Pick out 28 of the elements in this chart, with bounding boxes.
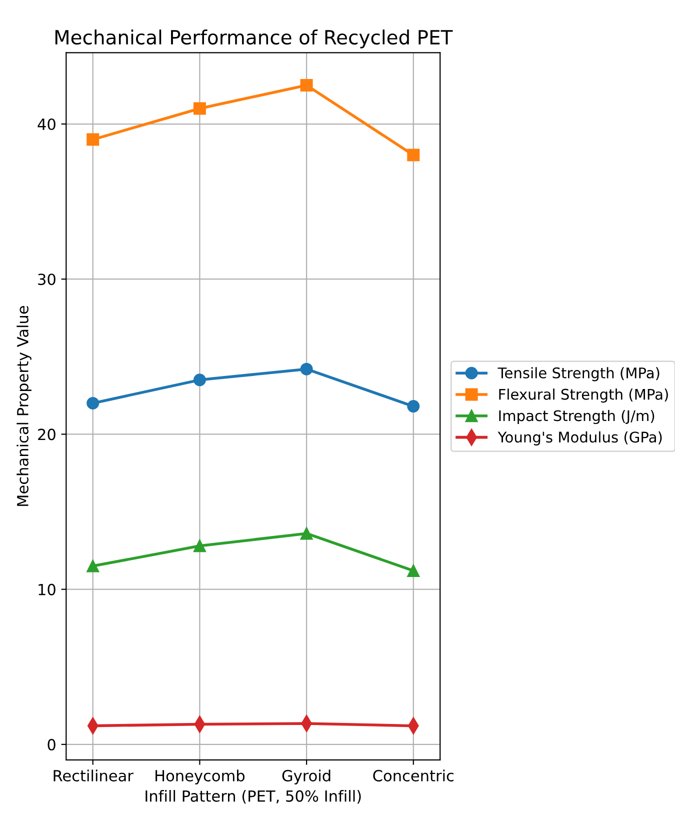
y-tick-label: 0 xyxy=(48,738,56,750)
x-tick-label: Rectilinear xyxy=(54,770,134,782)
point xyxy=(86,133,100,146)
y-tick-label: 40 xyxy=(38,118,56,130)
legend-label: Flexural Strength (MPa) xyxy=(499,388,668,403)
x-tick-label: Honeycomb xyxy=(156,770,245,784)
y-tick-label: 30 xyxy=(38,274,56,286)
chart-title: Mechanical Performance of Recycled PET xyxy=(55,30,453,48)
point xyxy=(300,78,313,92)
y-axis-title: Mechanical Property Value xyxy=(16,306,32,506)
point xyxy=(86,560,100,572)
y-tick-label: 10 xyxy=(38,584,56,596)
legend-label: Impact Strength (J/m) xyxy=(499,410,654,424)
point xyxy=(300,362,313,376)
point xyxy=(407,148,420,162)
point xyxy=(407,400,420,413)
point xyxy=(407,564,420,577)
point xyxy=(193,102,206,115)
point xyxy=(300,527,313,540)
point xyxy=(193,540,206,552)
y-tick-label: 20 xyxy=(38,428,56,440)
legend-label: Young's Modulus (GPa) xyxy=(498,431,662,446)
x-axis-title: Infill Pattern (PET, 50% Infill) xyxy=(146,790,361,804)
legend-label: Tensile Strength (MPa) xyxy=(498,367,660,382)
x-tick-label: Concentric xyxy=(373,770,454,782)
point xyxy=(86,396,100,410)
x-tick-label: Gyroid xyxy=(282,770,330,784)
point xyxy=(193,374,206,386)
